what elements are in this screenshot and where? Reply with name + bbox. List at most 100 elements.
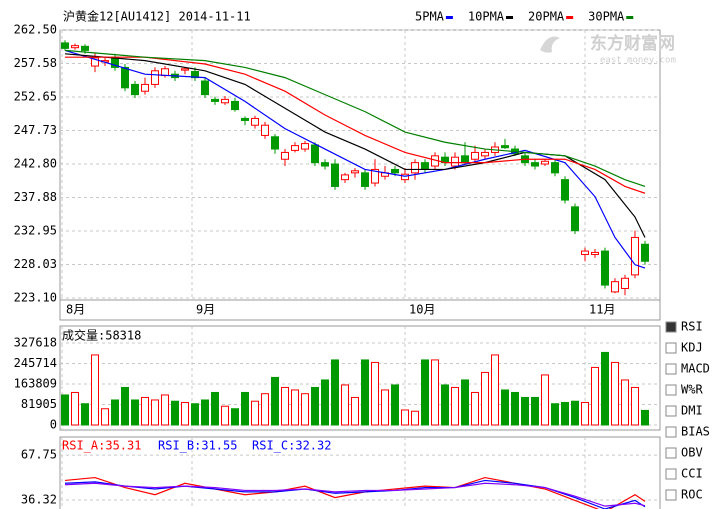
line — [64, 53, 646, 238]
volume-bar — [161, 394, 169, 426]
candle-body — [641, 243, 649, 262]
candle-body — [401, 173, 409, 181]
candle-body — [551, 162, 559, 174]
y-tick-label: 247.73 — [14, 123, 57, 137]
candle-body — [151, 70, 159, 85]
indicator-checkbox[interactable] — [665, 363, 677, 375]
legend-swatch — [506, 16, 514, 19]
candle-body — [621, 277, 629, 289]
volume-bar — [491, 354, 499, 426]
y-tick-label: 262.50 — [14, 23, 57, 37]
chart-title: 沪黄金12[AU1412] 2014-11-11 — [63, 9, 251, 24]
candle-body — [571, 206, 579, 232]
candle-body — [531, 162, 539, 167]
volume-bar — [141, 396, 149, 426]
candle-body — [421, 162, 429, 170]
volume-bar — [501, 389, 509, 426]
candle-body — [291, 145, 299, 151]
line — [64, 479, 646, 509]
volume-bar — [511, 391, 519, 426]
volume-bar — [251, 400, 259, 426]
indicator-label[interactable]: OBV — [681, 446, 703, 460]
indicator-label[interactable]: BIAS — [681, 425, 710, 439]
indicator-label[interactable]: W%R — [681, 383, 703, 397]
line — [64, 49, 646, 269]
candle-body — [81, 45, 89, 51]
volume-title: 成交量:58318 — [62, 328, 141, 343]
volume-bar — [81, 403, 89, 426]
indicator-label[interactable]: CCI — [681, 467, 703, 481]
x-tick-label: 8月 — [66, 303, 85, 317]
candle-body — [61, 42, 69, 49]
watermark-logo — [540, 36, 560, 53]
watermark-site: east money.com — [600, 56, 676, 66]
indicator-label[interactable]: MACD — [681, 362, 710, 376]
y-tick-label: 163809 — [14, 377, 57, 391]
indicator-checkbox[interactable] — [665, 342, 677, 354]
legend-label: RSI_B:31.55 — [158, 439, 237, 453]
indicator-checkbox[interactable] — [665, 489, 677, 501]
volume-bar — [631, 386, 639, 426]
volume-bar — [151, 399, 159, 426]
indicator-checkbox[interactable] — [665, 426, 677, 438]
line — [64, 476, 646, 509]
volume-bar — [331, 359, 339, 426]
y-tick-label: 228.03 — [14, 257, 57, 271]
candle-body — [501, 145, 509, 149]
volume-bar — [371, 361, 379, 426]
candle-body — [181, 68, 189, 71]
indicator-label[interactable]: RSI — [681, 320, 703, 334]
legend-swatch — [445, 16, 453, 19]
volume-bar — [61, 394, 69, 426]
candle-body — [241, 117, 249, 121]
rsi-lines — [64, 476, 646, 509]
x-tick-label: 10月 — [409, 303, 435, 317]
candle-body — [321, 162, 329, 167]
indicator-checkbox[interactable] — [665, 468, 677, 480]
watermark-brand: 东方财富网 — [590, 33, 675, 54]
volume-bar — [361, 359, 369, 426]
indicator-label[interactable]: DMI — [681, 404, 703, 418]
volume-bar — [281, 386, 289, 426]
x-tick-label: 11月 — [589, 303, 615, 317]
legend-label: RSI_A:35.31 — [62, 439, 141, 453]
candle-body — [481, 151, 489, 157]
volume-bar — [211, 391, 219, 426]
indicator-checkbox[interactable] — [665, 321, 677, 333]
y-tick-label: 0 — [50, 418, 57, 432]
indicator-checkbox[interactable] — [665, 384, 677, 396]
volume-bar — [381, 389, 389, 426]
y-tick-label: 223.10 — [14, 291, 57, 305]
volume-bar — [241, 391, 249, 426]
volume-bar — [301, 393, 309, 426]
indicator-label[interactable]: ROC — [681, 488, 703, 502]
price-frame — [59, 29, 661, 321]
volume-bar — [131, 399, 139, 426]
y-tick-label: 232.95 — [14, 224, 57, 238]
volume-bar — [71, 391, 79, 426]
candle-body — [411, 162, 419, 174]
indicator-checkbox[interactable] — [665, 447, 677, 459]
legend-label: 30PMA — [588, 10, 625, 24]
candle-body — [541, 160, 549, 165]
volume-bar — [471, 391, 479, 426]
volume-bar — [411, 410, 419, 426]
candle-body — [261, 124, 269, 136]
volume-bar — [171, 400, 179, 426]
candle-body — [271, 136, 279, 150]
y-tick-label: 36.32 — [21, 492, 57, 506]
candle-body — [631, 236, 639, 276]
volume-bar — [121, 386, 129, 426]
volume-bar — [461, 379, 469, 426]
volume-bar — [291, 389, 299, 426]
volume-bar — [191, 403, 199, 426]
indicator-checkbox[interactable] — [665, 405, 677, 417]
legend-label: 20PMA — [528, 10, 565, 24]
candle-body — [601, 250, 609, 286]
volume-bar — [561, 401, 569, 426]
candle-body — [591, 251, 599, 255]
volume-bar — [581, 401, 589, 426]
volume-bar — [611, 361, 619, 426]
indicator-label[interactable]: KDJ — [681, 341, 703, 355]
candle-body — [281, 151, 289, 160]
